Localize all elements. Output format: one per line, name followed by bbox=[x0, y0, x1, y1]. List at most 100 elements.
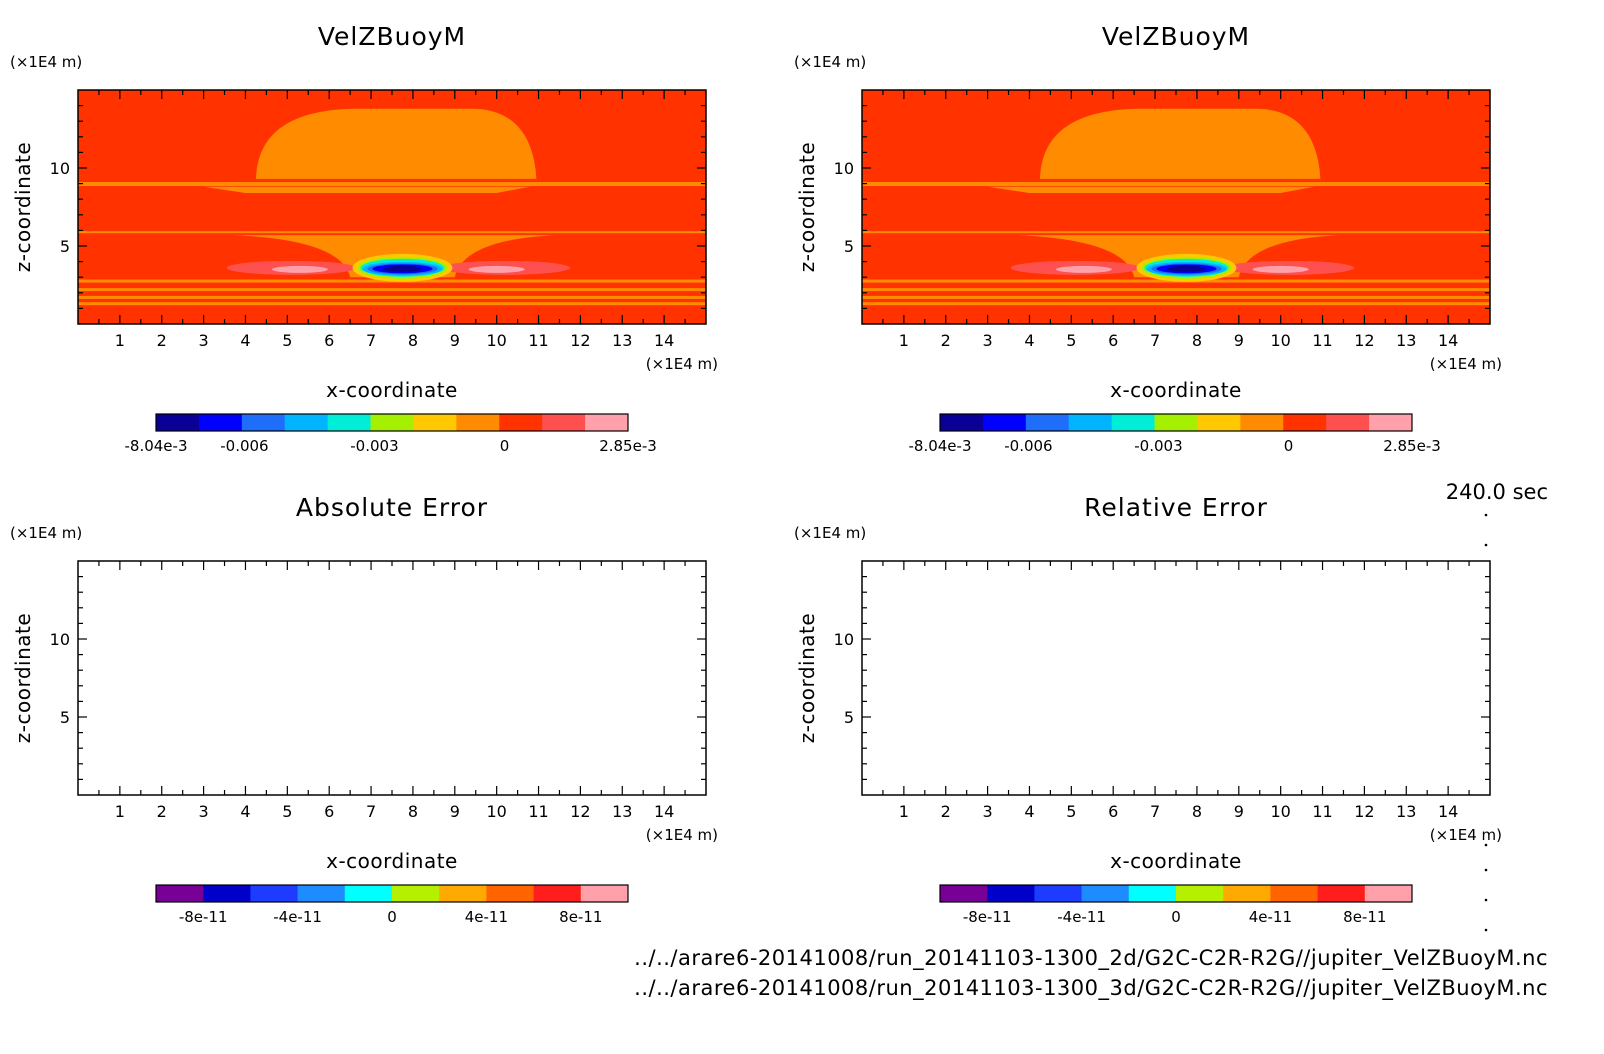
chart-panel-3: Absolute Error(×1E4 m)(×1E4 m)1 2 3 4 5 6 7 8 9 1… bbox=[10, 493, 718, 926]
x-tick-label: 8 bbox=[408, 331, 418, 350]
colorbar-swatch bbox=[1326, 414, 1370, 431]
x-tick-label: 9 bbox=[450, 802, 460, 821]
band-lens bbox=[987, 186, 1315, 193]
x-tick-label: 6 bbox=[1108, 802, 1118, 821]
x-tick-label: 13 bbox=[1396, 331, 1416, 350]
colorbar-swatch bbox=[1154, 414, 1198, 431]
x-tick-label: 7 bbox=[1150, 331, 1160, 350]
x-tick-label: 13 bbox=[612, 802, 632, 821]
x-tick-label: 14 bbox=[654, 331, 674, 350]
file-path-1: ../../arare6-20141008/run_20141103-1300_… bbox=[634, 946, 1548, 970]
edge-dot bbox=[1484, 898, 1488, 902]
colorbar-swatch bbox=[439, 885, 487, 902]
colorbar-swatch bbox=[1025, 414, 1070, 431]
x-tick-label: 4 bbox=[1024, 331, 1034, 350]
colorbar-swatch bbox=[580, 885, 629, 902]
colorbar-swatch bbox=[203, 885, 251, 902]
colorbar-swatch bbox=[1223, 885, 1271, 902]
x-tick-label: 2 bbox=[941, 802, 951, 821]
colorbar-swatch bbox=[284, 414, 329, 431]
colorbar-swatch bbox=[392, 885, 440, 902]
x-tick-label: 1 bbox=[899, 802, 909, 821]
plot-frame bbox=[861, 560, 1491, 796]
x-unit-label: (×1E4 m) bbox=[646, 355, 718, 373]
y-tick-label: 10 bbox=[834, 630, 854, 649]
x-tick-label: 8 bbox=[408, 802, 418, 821]
y-tick-label: 5 bbox=[60, 708, 70, 727]
plot-area bbox=[862, 90, 1490, 324]
x-tick-label: 1 bbox=[115, 331, 125, 350]
x-tick-label: 3 bbox=[199, 331, 209, 350]
band-mid bbox=[862, 231, 1490, 234]
chart-panel-1: VelZBuoyM(×1E4 m)(×1E4 m)1 2 3 4 5 6 7 8 9 10 11 12… bbox=[10, 22, 718, 455]
colorbar: -8e-11 -4e-11 0 4e-11 8e-11 bbox=[939, 884, 1413, 926]
colorbar-swatch bbox=[533, 885, 582, 902]
colorbar: -8.04e-3 -0.006 -0.003 0 2.85e-3 bbox=[909, 413, 1441, 455]
y-tick-label: 5 bbox=[60, 237, 70, 256]
x-tick-label: 7 bbox=[366, 802, 376, 821]
y-tick-label: 10 bbox=[50, 159, 70, 178]
x-tick-label: 3 bbox=[199, 802, 209, 821]
y-unit-label: (×1E4 m) bbox=[794, 53, 866, 71]
y-axis-title: z-coordinate bbox=[795, 613, 819, 743]
x-tick-label: 13 bbox=[1396, 802, 1416, 821]
colorbar-swatch bbox=[370, 414, 414, 431]
colorbar-label: -0.003 bbox=[1134, 437, 1182, 455]
x-tick-label: 14 bbox=[1438, 331, 1458, 350]
colorbar-frame bbox=[155, 413, 629, 432]
chart-panel-4: Relative Error(×1E4 m)(×1E4 m)1 2 3 4 5 6 7 8 9 1… bbox=[794, 493, 1502, 926]
colorbar-swatch bbox=[486, 885, 535, 902]
edge-dots bbox=[1484, 513, 1488, 932]
x-tick-label: 10 bbox=[1270, 802, 1290, 821]
upper-dome bbox=[1039, 108, 1321, 179]
colorbar-swatch bbox=[1270, 885, 1319, 902]
cell-contour-7 bbox=[1166, 265, 1207, 272]
colorbar-swatch bbox=[1176, 885, 1224, 902]
x-axis-title: x-coordinate bbox=[326, 849, 458, 873]
plot-area bbox=[78, 90, 706, 324]
lower-stripe-3 bbox=[862, 295, 1490, 299]
x-unit-label: (×1E4 m) bbox=[1430, 826, 1502, 844]
colorbar-label: 0 bbox=[1171, 908, 1181, 926]
colorbar-swatch bbox=[456, 414, 500, 431]
x-tick-label: 11 bbox=[1312, 331, 1332, 350]
colorbar: -8.04e-3 -0.006 -0.003 0 2.85e-3 bbox=[125, 413, 657, 455]
colorbar-label: 0 bbox=[387, 908, 397, 926]
x-tick-label: 4 bbox=[240, 331, 250, 350]
colorbar-label: -0.006 bbox=[1004, 437, 1052, 455]
y-axis-title: z-coordinate bbox=[11, 142, 35, 272]
colorbar-frame bbox=[939, 884, 1413, 903]
chart-title: VelZBuoyM bbox=[318, 22, 466, 51]
x-axis-title: x-coordinate bbox=[1110, 849, 1242, 873]
x-tick-label: 2 bbox=[157, 802, 167, 821]
x-tick-label: 6 bbox=[324, 331, 334, 350]
tick-marks bbox=[78, 90, 706, 324]
x-tick-label: 12 bbox=[1354, 802, 1374, 821]
colorbar-swatch bbox=[1034, 885, 1083, 902]
colorbar-swatch bbox=[344, 885, 393, 902]
colorbar-swatch bbox=[1197, 414, 1241, 431]
colorbar-swatch bbox=[1081, 885, 1130, 902]
colorbar-frame bbox=[939, 413, 1413, 432]
tick-marks bbox=[78, 561, 706, 795]
x-tick-label: 9 bbox=[1234, 331, 1244, 350]
x-tick-label: 10 bbox=[486, 331, 506, 350]
colorbar-label: -4e-11 bbox=[273, 908, 322, 926]
x-tick-label: 12 bbox=[1354, 331, 1374, 350]
y-tick-label: 10 bbox=[834, 159, 854, 178]
chart-panel-2: VelZBuoyM(×1E4 m)(×1E4 m)1 2 3 4 5 6 7 8 9 10 11 12… bbox=[794, 22, 1502, 455]
colorbar-label: 0 bbox=[1284, 437, 1294, 455]
x-tick-label: 6 bbox=[1108, 331, 1118, 350]
colorbar-label: 2.85e-3 bbox=[599, 437, 657, 455]
x-tick-label: 11 bbox=[528, 802, 548, 821]
colorbar-swatch bbox=[987, 885, 1035, 902]
lower-stripe-3 bbox=[78, 295, 706, 299]
edge-dot bbox=[1484, 513, 1488, 517]
colorbar-label: 4e-11 bbox=[465, 908, 508, 926]
colorbar-swatch bbox=[585, 414, 629, 431]
x-tick-label: 5 bbox=[282, 331, 292, 350]
chart-title: VelZBuoyM bbox=[1102, 22, 1250, 51]
x-unit-label: (×1E4 m) bbox=[1430, 355, 1502, 373]
x-tick-label: 10 bbox=[1270, 331, 1290, 350]
